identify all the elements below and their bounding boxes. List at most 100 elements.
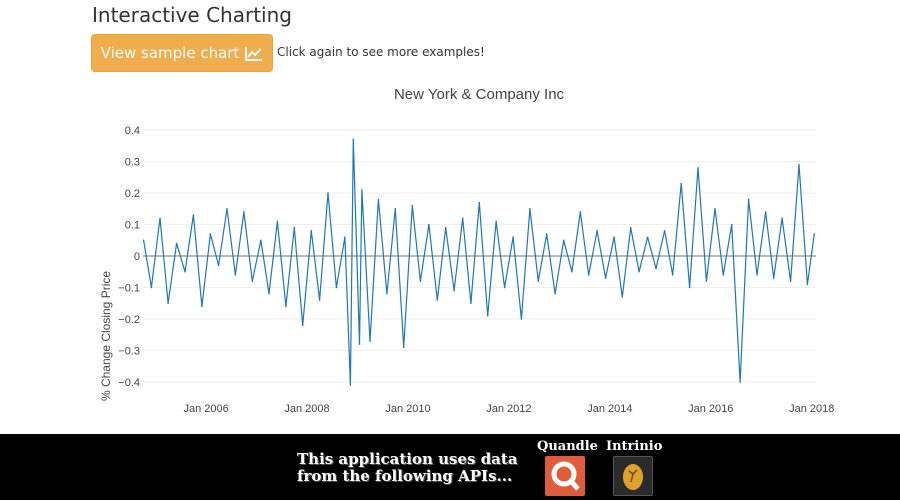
view-sample-chart-button[interactable]: View sample chart (91, 34, 273, 72)
y-tick-label: 0.4 (125, 125, 140, 137)
data-point (697, 167, 699, 169)
data-point (562, 239, 565, 242)
data-point (688, 286, 691, 289)
data-point (671, 274, 674, 276)
series-points (142, 138, 816, 386)
data-point (301, 324, 304, 327)
data-point (386, 292, 388, 295)
data-point (369, 340, 371, 342)
y-tick-label: 0 (134, 251, 140, 263)
quandl-label: Quandle (537, 439, 598, 454)
intrinio-label: Intrinio (606, 439, 663, 454)
data-point (730, 223, 733, 226)
data-point (621, 296, 624, 298)
data-point (596, 230, 598, 232)
quandl-logo[interactable] (545, 456, 585, 496)
footer-banner: This application uses data from the foll… (0, 434, 900, 500)
y-tick-label: −0.3 (118, 345, 140, 357)
data-point (806, 283, 809, 286)
series-line (143, 139, 815, 386)
data-point (503, 286, 506, 289)
data-point (184, 270, 186, 273)
data-point (142, 239, 145, 242)
data-point (486, 314, 489, 317)
data-point (545, 233, 548, 235)
line-chart-icon (245, 46, 263, 61)
data-point (613, 236, 615, 238)
footer-line-2: from the following APIs... (297, 467, 513, 485)
footer-line-1: This application uses data (297, 450, 518, 468)
x-tick-label: Jan 2012 (486, 403, 531, 415)
data-point (705, 280, 708, 282)
data-point (159, 217, 161, 220)
data-point (419, 280, 422, 282)
x-tick-label: Jan 2016 (688, 403, 733, 415)
data-point (461, 217, 464, 220)
data-point (604, 277, 607, 279)
data-point (739, 381, 741, 383)
data-point (537, 280, 540, 282)
y-axis-ticks: −0.4 −0.3 −0.2 −0.1 0 0.1 0.2 0.3 0.4 (118, 125, 140, 389)
data-point (377, 198, 380, 201)
data-point (764, 211, 767, 213)
data-point (276, 220, 279, 223)
data-point (167, 302, 169, 304)
data-point (209, 233, 212, 235)
y-tick-label: −0.2 (118, 314, 140, 326)
data-point (512, 236, 514, 238)
x-tick-label: Jan 2008 (284, 403, 329, 415)
data-point (579, 211, 582, 213)
data-point (260, 239, 262, 242)
data-point (436, 299, 439, 301)
x-axis-ticks: Jan 2006 Jan 2008 Jan 2010 Jan 2012 Jan 2014… (184, 403, 835, 415)
y-tick-label: −0.4 (118, 377, 140, 389)
data-point (243, 211, 245, 213)
data-point (335, 286, 338, 289)
y-tick-label: −0.1 (118, 282, 140, 294)
price-change-chart: New York & Company Inc −0.4 −0.3 −0.2 −0.1 0… (99, 86, 835, 415)
data-point (629, 226, 632, 229)
data-point (680, 182, 682, 185)
y-axis-label: % Change Closing Price (99, 271, 113, 401)
data-point (318, 299, 321, 301)
data-point (571, 270, 573, 273)
data-point (495, 220, 497, 223)
data-point (285, 305, 287, 308)
data-point (226, 208, 228, 210)
data-point (772, 277, 775, 279)
y-tick-label: 0.3 (125, 157, 140, 169)
data-point (520, 318, 523, 320)
view-sample-chart-label: View sample chart (100, 44, 240, 62)
chart-grid (143, 129, 816, 383)
y-tick-label: 0.2 (125, 188, 140, 200)
data-point (587, 274, 590, 276)
data-point (293, 226, 296, 229)
x-tick-label: Jan 2010 (385, 403, 430, 415)
intrinio-logo[interactable] (613, 456, 653, 496)
data-point (655, 267, 657, 270)
data-point (756, 274, 758, 276)
data-point (352, 138, 355, 141)
data-point (554, 292, 556, 295)
data-point (349, 384, 352, 386)
data-point (529, 208, 531, 210)
data-point (192, 214, 195, 216)
data-point (813, 233, 816, 235)
data-point (453, 289, 455, 292)
data-point (175, 242, 178, 245)
y-tick-label: 0.1 (125, 220, 140, 232)
data-point (344, 236, 346, 238)
hint-text: Click again to see more examples! (277, 45, 485, 59)
data-point (251, 280, 254, 282)
data-point (201, 305, 203, 308)
data-point (444, 226, 447, 229)
data-point (781, 217, 783, 220)
data-point (411, 204, 414, 207)
x-tick-label: Jan 2018 (789, 403, 834, 415)
data-point (722, 274, 725, 276)
data-point (217, 264, 220, 267)
data-point (394, 208, 397, 210)
data-point (150, 286, 153, 289)
x-tick-label: Jan 2014 (587, 403, 632, 415)
page-heading: Interactive Charting (92, 3, 292, 27)
